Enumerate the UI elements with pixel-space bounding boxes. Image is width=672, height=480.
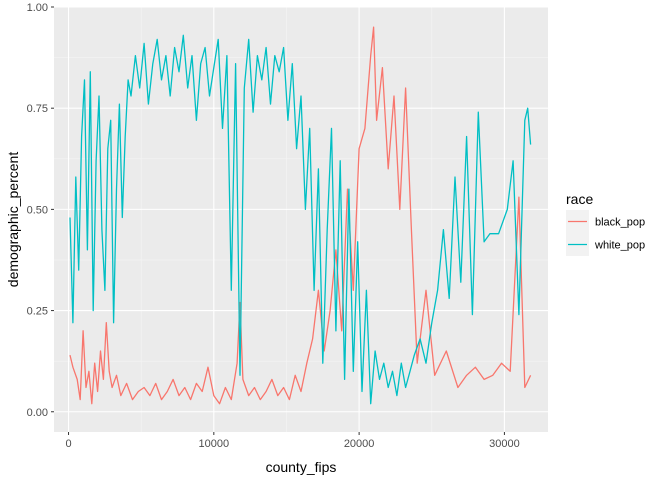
y-axis: 0.00 0.25 0.50 0.75 1.00 xyxy=(27,2,54,419)
x-tick-label-3: 30000 xyxy=(489,438,520,450)
legend-label-black_pop: black_pop xyxy=(595,217,645,229)
x-tick-label-0: 0 xyxy=(65,438,71,450)
x-tick-label-2: 20000 xyxy=(344,438,375,450)
y-tick-label-1: 0.25 xyxy=(27,306,48,318)
y-tick-label-3: 0.75 xyxy=(27,103,48,115)
x-axis: 0 10000 20000 30000 xyxy=(65,432,520,450)
y-tick-label-0: 0.00 xyxy=(27,407,48,419)
x-tick-label-1: 10000 xyxy=(199,438,230,450)
y-tick-label-2: 0.50 xyxy=(27,204,48,216)
series-layer xyxy=(69,26,532,405)
y-tick-label-4: 1.00 xyxy=(27,2,48,14)
legend-label-white_pop: white_pop xyxy=(594,240,645,252)
legend-title: race xyxy=(566,191,593,207)
x-axis-title: county_fips xyxy=(266,459,337,475)
series-line-white_pop xyxy=(69,34,532,405)
series-line-black_pop xyxy=(69,26,532,405)
y-axis-title: demographic_percent xyxy=(5,152,21,288)
legend: race black_pop white_pop xyxy=(566,191,645,256)
